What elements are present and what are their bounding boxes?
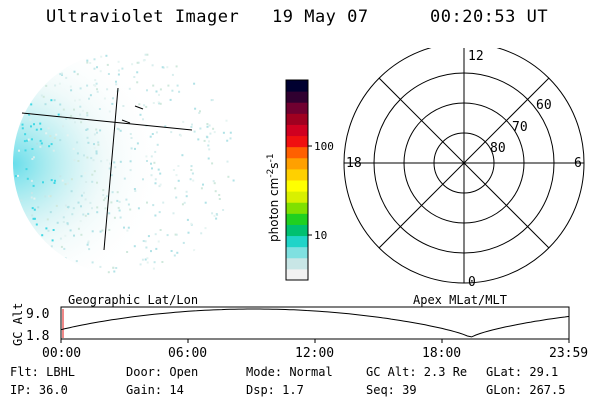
colorbar-unit-label: photon cm-2s-1 bbox=[266, 153, 281, 242]
time-tick-0600: 06:00 bbox=[168, 346, 207, 358]
image-date: 19 May 07 bbox=[272, 7, 369, 27]
gain-info: Gain: 14 bbox=[126, 383, 184, 397]
glat-info: GLat: 29.1 bbox=[486, 365, 559, 379]
colorbar-cell bbox=[286, 235, 308, 248]
colorbar-cell bbox=[286, 102, 308, 114]
time-tick-0000: 00:00 bbox=[42, 346, 81, 358]
mlt-label-0: 0 bbox=[468, 275, 476, 288]
mlt-label-12: 12 bbox=[468, 49, 484, 64]
dsp-info: Dsp: 1.7 bbox=[246, 383, 304, 397]
filter-info: Flt: LBHL bbox=[10, 365, 76, 379]
time-tick-1200: 12:00 bbox=[295, 346, 334, 358]
colorbar-cell bbox=[286, 135, 308, 148]
speckle-noise bbox=[14, 53, 235, 274]
colorbar-cell bbox=[286, 257, 308, 270]
door-info: Door: Open bbox=[126, 365, 199, 379]
colorbar-cell bbox=[286, 124, 308, 137]
colorbar-tick-100: 100 bbox=[314, 140, 334, 153]
geo-grid-line bbox=[103, 87, 119, 251]
colorbar-cell bbox=[286, 146, 308, 159]
colorbar-cell bbox=[286, 213, 308, 225]
glon-info: GLon: 267.5 bbox=[486, 383, 566, 397]
uv-globe-image bbox=[13, 51, 237, 275]
dayglow-region bbox=[13, 51, 237, 275]
colorbar-frame bbox=[285, 79, 309, 281]
image-time: 00:20:53 UT bbox=[430, 7, 549, 27]
colorbar-cell bbox=[286, 224, 308, 237]
colorbar-cell bbox=[286, 168, 308, 181]
geographic-title: Geographic Lat/Lon bbox=[68, 293, 198, 307]
ip-info: IP: 36.0 bbox=[10, 383, 68, 397]
geo-grid-line bbox=[21, 112, 193, 131]
apex-title: Apex MLat/MLT bbox=[413, 293, 507, 307]
mlt-label-6: 6 bbox=[574, 156, 582, 171]
time-tick-2359: 23:59 bbox=[549, 346, 588, 358]
altitude-timeline-plot: Geographic Lat/Lon Apex MLat/MLT GC Alt … bbox=[11, 293, 588, 358]
seq-info: Seq: 39 bbox=[366, 383, 417, 397]
geo-marker bbox=[134, 105, 144, 110]
colorbar-tick-10: 10 bbox=[314, 229, 327, 242]
polar-diagonal bbox=[378, 77, 550, 249]
time-tick-1800: 18:00 bbox=[422, 346, 461, 358]
altitude-tick-bottom: 1.8 bbox=[26, 329, 49, 344]
colorbar-scale bbox=[286, 80, 308, 281]
colorbar-cell bbox=[286, 91, 308, 103]
plot-frame bbox=[60, 306, 570, 340]
colorbar-cell bbox=[286, 180, 308, 192]
altitude-axis-label: GC Alt bbox=[11, 303, 25, 346]
colorbar-cell bbox=[286, 157, 308, 170]
colorbar-cell bbox=[286, 191, 308, 203]
colorbar-cell bbox=[286, 80, 308, 92]
colorbar-cell bbox=[286, 268, 308, 281]
mode-info: Mode: Normal bbox=[246, 365, 333, 379]
mlat-label-60: 60 bbox=[536, 98, 552, 113]
mlt-label-18: 18 bbox=[346, 156, 362, 171]
mlat-label-70: 70 bbox=[512, 120, 528, 135]
imager-title: Ultraviolet Imager bbox=[46, 7, 240, 27]
mlat-label-80: 80 bbox=[490, 141, 506, 156]
colorbar-cell bbox=[286, 202, 308, 214]
geo-marker bbox=[121, 119, 131, 124]
colorbar-cell bbox=[286, 246, 308, 259]
colorbar-cell bbox=[286, 113, 308, 125]
altitude-tick-top: 9.0 bbox=[26, 307, 49, 322]
intensity-colorbar: 100 10 photon cm-2s-1 bbox=[266, 79, 334, 281]
altitude-curve bbox=[60, 308, 570, 338]
gc-alt-info: GC Alt: 2.3 Re bbox=[366, 365, 468, 379]
polar-mlat-mlt-grid: 12 6 0 18 60 70 80 bbox=[343, 48, 585, 288]
